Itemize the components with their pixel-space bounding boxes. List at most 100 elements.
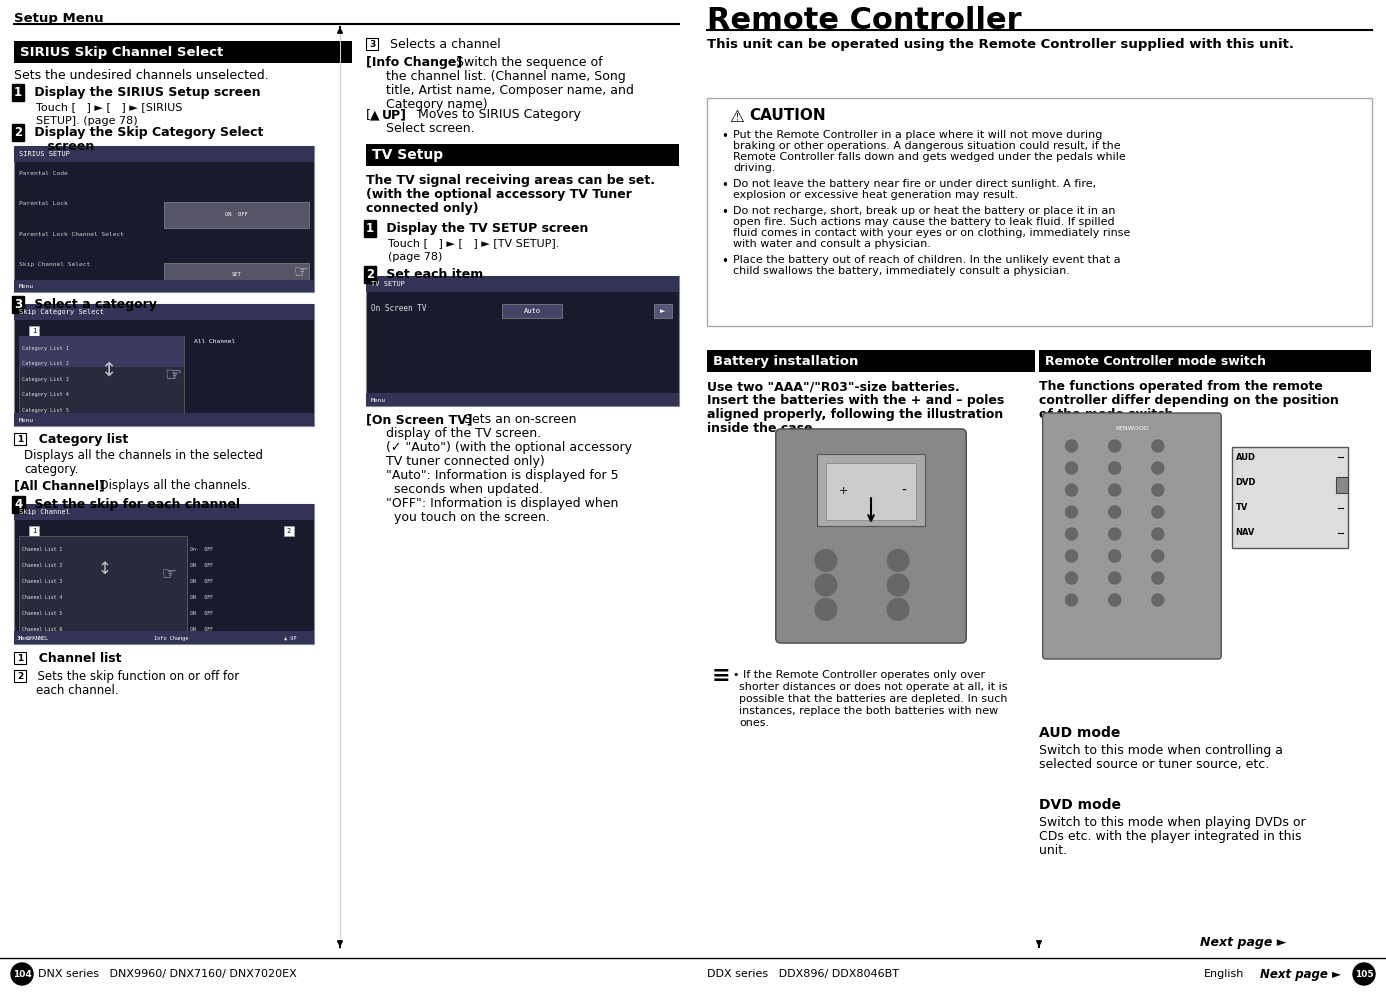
Text: SIRIUS SETUP: SIRIUS SETUP (19, 151, 71, 157)
Text: 3  CHANNEL: 3 CHANNEL (17, 635, 49, 640)
FancyBboxPatch shape (776, 429, 966, 643)
Text: 1: 1 (366, 222, 374, 235)
Bar (164, 202, 309, 227)
Text: DNX series   DNX9960/ DNX7160/ DNX7020EX: DNX series DNX9960/ DNX7160/ DNX7020EX (37, 969, 297, 979)
Circle shape (1152, 506, 1164, 518)
Text: Select screen.: Select screen. (385, 122, 474, 135)
Text: Switch to this mode when playing DVDs or: Switch to this mode when playing DVDs or (1040, 816, 1306, 829)
Text: [On Screen TV]: [On Screen TV] (366, 413, 473, 426)
Text: ON   OFF: ON OFF (190, 611, 213, 616)
Text: +: + (840, 486, 848, 496)
Bar (366, 38, 378, 50)
Bar (366, 393, 679, 406)
Text: Next page ►: Next page ► (1260, 967, 1342, 980)
Text: ☞: ☞ (162, 565, 177, 583)
Text: Menu: Menu (19, 635, 32, 640)
Bar (1040, 350, 1371, 372)
Text: CAUTION: CAUTION (748, 108, 826, 123)
Text: Parental Code: Parental Code (19, 171, 68, 176)
Text: Skip Channel: Skip Channel (19, 509, 71, 515)
Circle shape (1066, 440, 1077, 452)
Text: ►: ► (660, 308, 665, 314)
Text: Remote Controller mode switch: Remote Controller mode switch (1045, 355, 1265, 368)
Circle shape (887, 599, 909, 621)
Bar (19, 336, 184, 352)
Text: Do not leave the battery near fire or under direct sunlight. A fire,: Do not leave the battery near fire or un… (733, 179, 1096, 189)
Text: Remote Controller: Remote Controller (707, 6, 1021, 35)
Text: Category List 2: Category List 2 (22, 362, 69, 367)
Text: Use two "AAA"/"R03"-size batteries.: Use two "AAA"/"R03"-size batteries. (707, 380, 959, 393)
Text: instances, replace the both batteries with new: instances, replace the both batteries wi… (739, 706, 998, 716)
Text: [Info Change]: [Info Change] (366, 56, 463, 69)
Text: Channel List 2: Channel List 2 (22, 563, 62, 568)
Text: Set the skip for each channel: Set the skip for each channel (30, 498, 240, 511)
Circle shape (1109, 528, 1121, 540)
Text: This unit can be operated using the Remote Controller supplied with this unit.: This unit can be operated using the Remo… (707, 38, 1295, 51)
Text: you touch on the screen.: you touch on the screen. (394, 511, 550, 524)
Bar (1232, 447, 1347, 548)
Text: Channel List 5: Channel List 5 (22, 611, 62, 616)
Bar (29, 326, 39, 336)
Text: Category list: Category list (30, 433, 129, 446)
Text: The functions operated from the remote: The functions operated from the remote (1040, 380, 1322, 393)
Text: •: • (721, 130, 728, 143)
Text: Sets the skip function on or off for: Sets the skip function on or off for (30, 670, 240, 683)
Circle shape (1066, 462, 1077, 474)
Bar (707, 350, 1035, 372)
Text: "Auto": Information is displayed for 5: "Auto": Information is displayed for 5 (385, 469, 618, 482)
Text: KENWOOD: KENWOOD (1116, 426, 1149, 431)
Bar (14, 304, 315, 320)
Text: inside the case.: inside the case. (707, 422, 818, 435)
Bar (707, 98, 1372, 326)
Circle shape (815, 599, 837, 621)
Text: 2: 2 (17, 671, 24, 680)
Text: shorter distances or does not operate at all, it is: shorter distances or does not operate at… (739, 682, 1008, 692)
Text: Menu: Menu (371, 397, 385, 402)
Text: Setup Menu: Setup Menu (14, 12, 104, 25)
Text: 2: 2 (366, 268, 374, 281)
Bar (826, 462, 916, 520)
Text: Category List 5: Category List 5 (22, 407, 69, 412)
Text: 1: 1 (17, 653, 24, 662)
Text: 2: 2 (14, 126, 22, 139)
Text: SIRIUS Skip Channel Select: SIRIUS Skip Channel Select (19, 46, 223, 59)
Text: Battery installation: Battery installation (712, 355, 858, 368)
Text: 1: 1 (32, 528, 36, 534)
Text: On Screen TV: On Screen TV (371, 304, 427, 313)
Circle shape (1066, 572, 1077, 584)
Text: (page 78): (page 78) (388, 252, 442, 262)
Text: Insert the batteries with the + and – poles: Insert the batteries with the + and – po… (707, 394, 1005, 407)
Text: Display the TV SETUP screen: Display the TV SETUP screen (383, 222, 589, 235)
Bar (366, 276, 679, 292)
Text: • If the Remote Controller operates only over: • If the Remote Controller operates only… (733, 670, 985, 680)
Text: •: • (721, 255, 728, 268)
Circle shape (1152, 550, 1164, 562)
Text: 1: 1 (32, 328, 36, 334)
Text: Channel List 3: Channel List 3 (22, 579, 62, 584)
Text: Parental Lock: Parental Lock (19, 201, 68, 206)
Text: [▲: [▲ (366, 108, 381, 121)
Text: (✓ "Auto") (with the optional accessory: (✓ "Auto") (with the optional accessory (385, 441, 632, 454)
Text: 2: 2 (287, 528, 291, 534)
Text: Display the Skip Category Select: Display the Skip Category Select (30, 126, 263, 139)
Bar (14, 146, 315, 162)
Circle shape (1152, 462, 1164, 474)
Text: AUD mode: AUD mode (1040, 726, 1120, 740)
Bar (654, 304, 672, 318)
Text: ▲ UP: ▲ UP (284, 635, 297, 640)
Text: title, Artist name, Composer name, and: title, Artist name, Composer name, and (385, 84, 633, 97)
Circle shape (1109, 550, 1121, 562)
Text: Category List 1: Category List 1 (22, 346, 69, 351)
Text: Select a category: Select a category (30, 298, 157, 311)
Text: TV SETUP: TV SETUP (371, 281, 405, 287)
Text: (with the optional accessory TV Tuner: (with the optional accessory TV Tuner (366, 188, 632, 201)
Bar (366, 144, 679, 166)
Bar (14, 41, 352, 63)
Circle shape (1109, 572, 1121, 584)
Text: Display the SIRIUS Setup screen: Display the SIRIUS Setup screen (30, 86, 261, 99)
Text: controller differ depending on the position: controller differ depending on the posit… (1040, 394, 1339, 407)
Bar (164, 263, 309, 288)
Text: category.: category. (24, 463, 79, 476)
Text: TV tuner connected only): TV tuner connected only) (385, 455, 545, 468)
Text: Set each item: Set each item (383, 268, 484, 281)
